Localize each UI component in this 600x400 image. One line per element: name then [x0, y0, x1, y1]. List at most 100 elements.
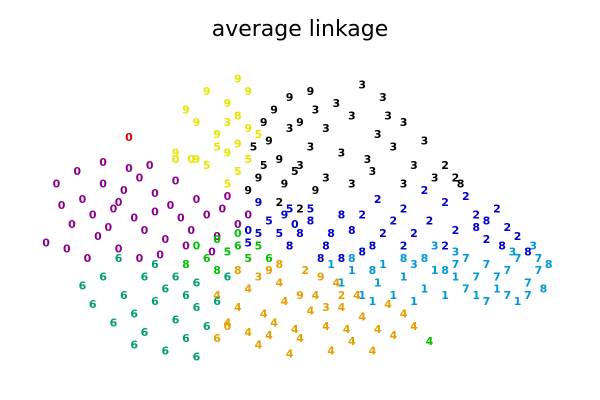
digit-point: 2: [358, 209, 366, 222]
digit-point: 2: [421, 184, 429, 197]
digit-point: 0: [53, 178, 61, 191]
digit-point: 3: [400, 116, 408, 129]
digit-point: 5: [234, 165, 242, 178]
digit-point: 3: [286, 122, 294, 135]
digit-point: 3: [322, 171, 330, 184]
digit-point: 3: [410, 258, 418, 271]
digit-point: 8: [275, 258, 283, 271]
digit-point: 0: [193, 239, 201, 252]
digit-point: 3: [410, 159, 418, 172]
digit-point: 8: [296, 227, 304, 240]
digit-point: 4: [260, 307, 268, 320]
digit-point: 0: [213, 233, 221, 246]
digit-point: 9: [281, 178, 289, 191]
digit-point: 9: [224, 97, 232, 110]
digit-point: 3: [348, 110, 356, 123]
digit-point: 7: [452, 258, 460, 271]
digit-point: 3: [307, 141, 315, 154]
digit-point: 2: [400, 202, 408, 215]
digit-point: 7: [535, 252, 543, 265]
digit-point: 5: [275, 227, 283, 240]
digit-point: 4: [322, 320, 330, 333]
digit-point: 1: [389, 289, 397, 302]
digit-point: 2: [400, 239, 408, 252]
digit-point: 4: [244, 283, 252, 296]
digit-point: 6: [182, 289, 190, 302]
digit-point: 0: [120, 184, 128, 197]
digit-point: 0: [234, 218, 242, 231]
digit-point: 0: [141, 224, 149, 237]
digit-point: 4: [244, 326, 252, 339]
digit-point: 0: [130, 212, 138, 225]
digit-point: 9: [296, 116, 304, 129]
digit-point: 2: [441, 196, 449, 209]
digit-point: 9: [317, 270, 325, 283]
digit-point: 1: [374, 277, 382, 290]
digit-point: 9: [255, 171, 263, 184]
digit-point: 1: [441, 289, 449, 302]
digit-point: 3: [379, 91, 387, 104]
digit-point: 9: [213, 128, 221, 141]
digit-point: 9: [265, 134, 273, 147]
digit-point: 7: [503, 264, 511, 277]
digit-point: 8: [524, 246, 532, 259]
digit-point: 0: [146, 159, 154, 172]
digit-point: 1: [493, 283, 501, 296]
digit-point: 6: [99, 270, 107, 283]
digit-point: 0: [193, 193, 201, 206]
digit-point: 2: [338, 289, 346, 302]
digit-point: 2: [452, 171, 460, 184]
digit-point: 7: [493, 270, 501, 283]
digit-point: 0: [172, 175, 180, 188]
digit-point: 9: [244, 122, 252, 135]
digit-point: 2: [483, 233, 491, 246]
digit-point: 0: [84, 252, 92, 265]
digit-point: 2: [275, 196, 283, 209]
digit-point: 3: [369, 165, 377, 178]
digit-point: 0: [224, 320, 232, 333]
digit-point: 1: [327, 258, 335, 271]
digit-point: 6: [193, 301, 201, 314]
digit-point: 4: [348, 335, 356, 348]
digit-point: 4: [291, 323, 299, 336]
digit-point: 9: [260, 116, 268, 129]
digit-point: 5: [224, 178, 232, 191]
digit-point: 1: [338, 277, 346, 290]
digit-point: 1: [452, 270, 460, 283]
digit-point: 8: [369, 239, 377, 252]
digit-point: 1: [410, 295, 418, 308]
digit-point: 1: [348, 264, 356, 277]
digit-point: 6: [203, 252, 211, 265]
digit-point: 2: [410, 227, 418, 240]
digit-point: 2: [493, 202, 501, 215]
digit-point: 4: [224, 317, 232, 330]
digit-point: 0: [151, 205, 159, 218]
digit-point: 9: [193, 116, 201, 129]
digit-point: 6: [265, 252, 273, 265]
digit-point: 8: [369, 264, 377, 277]
digit-point: 8: [540, 283, 548, 296]
digit-point: 4: [327, 345, 335, 358]
digit-point: 5: [244, 252, 252, 265]
digit-point: 9: [286, 91, 294, 104]
digit-point: 6: [141, 326, 149, 339]
digit-point: 4: [389, 329, 397, 342]
digit-point: 0: [104, 221, 112, 234]
digit-point: 6: [110, 317, 118, 330]
digit-point: 6: [79, 280, 87, 293]
digit-point: 6: [213, 332, 221, 345]
digit-point: 3: [421, 134, 429, 147]
digit-point: 4: [369, 345, 377, 358]
digit-point: 0: [151, 187, 159, 200]
digit-point: 9: [244, 85, 252, 98]
digit-point: 5: [244, 153, 252, 166]
digit-point: 4: [374, 323, 382, 336]
digit-point: 5: [224, 246, 232, 259]
digit-point: 7: [462, 252, 470, 265]
digit-point: 4: [338, 301, 346, 314]
digit-point: 2: [441, 239, 449, 252]
digit-point: 0: [182, 239, 190, 252]
digit-point: 0: [136, 171, 144, 184]
